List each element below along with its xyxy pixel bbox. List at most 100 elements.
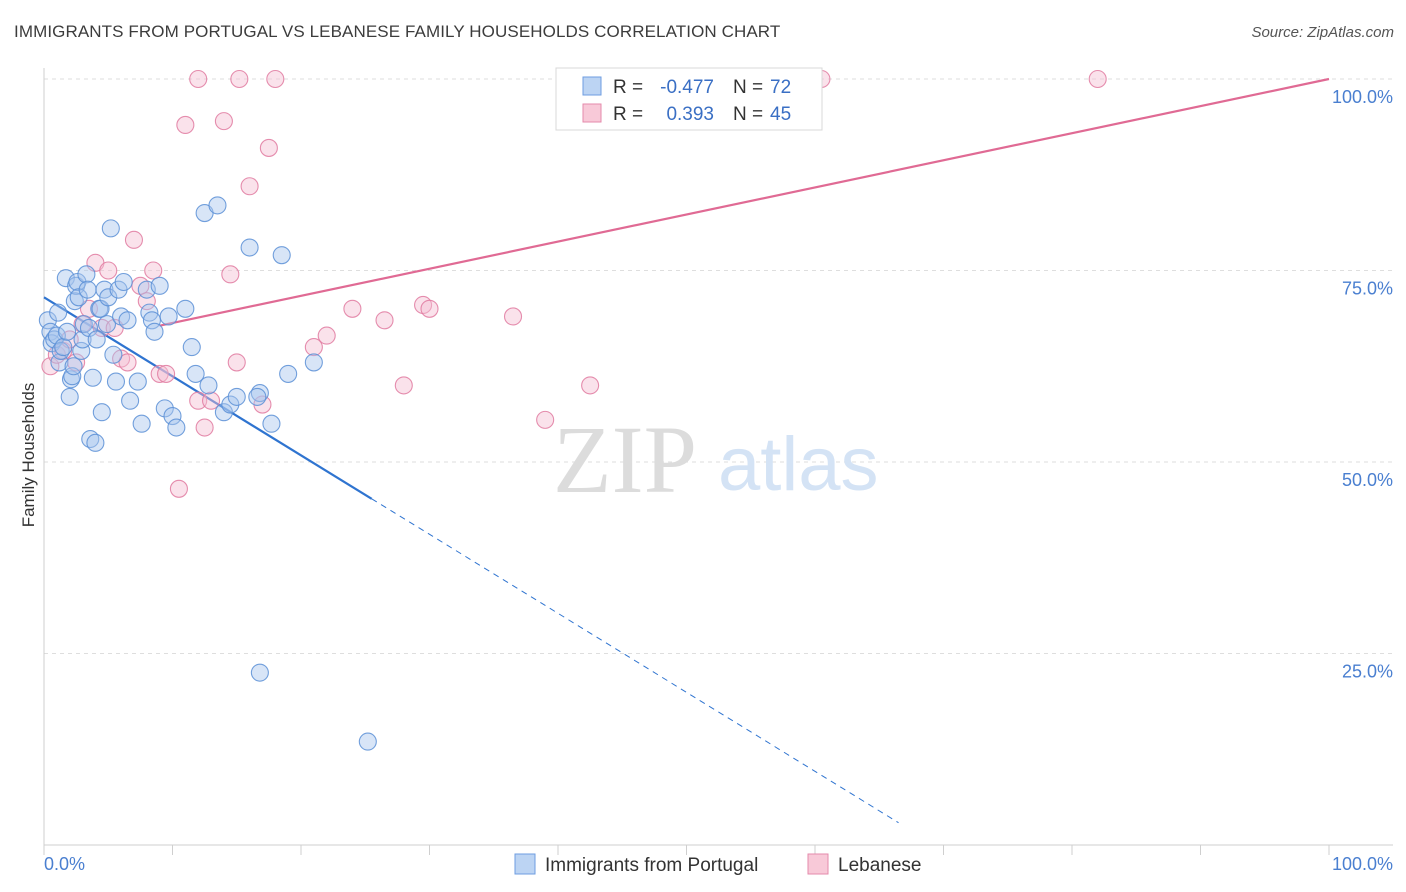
- point-portugal-10: [58, 322, 77, 341]
- point-portugal-63: [240, 238, 259, 257]
- point-portugal-55: [182, 338, 201, 357]
- point-lebanese-31: [266, 69, 285, 89]
- point-portugal-51: [159, 307, 178, 326]
- point-lebanese-29: [259, 138, 278, 157]
- legend-r-value-portugal: -0.477: [660, 77, 714, 98]
- point-lebanese-38: [420, 299, 439, 318]
- point-portugal-8: [54, 338, 73, 357]
- point-portugal-0: [38, 311, 57, 330]
- legend-n-value-lebanese: 45: [770, 104, 791, 125]
- point-lebanese-13: [124, 230, 143, 249]
- point-portugal-37: [106, 372, 126, 391]
- point-lebanese-24: [214, 112, 233, 131]
- point-portugal-36: [104, 345, 123, 364]
- point-portugal-48: [145, 322, 164, 341]
- point-lebanese-30: [189, 69, 208, 89]
- stats-legend: R = -0.477 N = 72 R = 0.393 N = 45: [555, 67, 823, 131]
- point-portugal-19: [72, 341, 91, 360]
- bottom-legend-swatch-lebanese: [807, 853, 829, 875]
- x-tick-label-max: 100.0%: [1332, 854, 1393, 874]
- point-portugal-53: [167, 418, 186, 437]
- point-portugal-42: [121, 391, 140, 410]
- point-portugal-50: [155, 399, 174, 418]
- point-portugal-60: [214, 403, 233, 422]
- point-portugal-5: [49, 303, 68, 322]
- source-credit: Source: ZipAtlas.com: [1251, 24, 1394, 41]
- point-lebanese-44: [230, 69, 249, 89]
- point-portugal-71: [358, 732, 377, 751]
- point-portugal-56: [186, 364, 205, 383]
- gridlines: [44, 78, 1393, 654]
- bottom-legend-swatch-portugal: [514, 853, 536, 875]
- point-portugal-69: [248, 387, 267, 406]
- point-portugal-22: [77, 265, 96, 284]
- point-lebanese-40: [536, 410, 555, 429]
- point-lebanese-36: [394, 376, 413, 395]
- bottom-legend-label-lebanese: Lebanese: [838, 855, 921, 876]
- y-tick-label-0: 25.0%: [1342, 662, 1393, 682]
- point-portugal-54: [176, 299, 195, 318]
- point-portugal-70: [250, 663, 269, 682]
- point-portugal-27: [86, 433, 105, 452]
- point-portugal-59: [208, 196, 227, 215]
- point-lebanese-25: [221, 265, 240, 284]
- point-portugal-41: [118, 311, 137, 330]
- point-lebanese-0: [41, 357, 60, 376]
- point-portugal-44: [132, 414, 151, 433]
- point-lebanese-9: [99, 261, 118, 280]
- point-portugal-61: [221, 395, 240, 414]
- point-portugal-67: [279, 364, 298, 383]
- point-portugal-65: [262, 414, 281, 433]
- point-lebanese-16: [144, 261, 163, 280]
- point-portugal-58: [199, 376, 218, 395]
- point-lebanese-19: [169, 479, 188, 498]
- point-portugal-11: [60, 387, 79, 406]
- point-portugal-23: [78, 280, 97, 299]
- point-lebanese-26: [227, 353, 246, 372]
- point-lebanese-22: [195, 418, 214, 437]
- point-portugal-66: [272, 246, 291, 265]
- point-portugal-49: [150, 276, 169, 295]
- bottom-legend-label-portugal: Immigrants from Portugal: [545, 855, 758, 876]
- point-portugal-33: [97, 315, 117, 334]
- point-portugal-28: [87, 330, 106, 349]
- legend-swatch-lebanese: [582, 103, 602, 123]
- trend-line-portugal-extrapolated: [371, 498, 899, 824]
- point-lebanese-39: [503, 307, 523, 326]
- legend-n-label-lebanese: N =: [733, 104, 763, 125]
- point-portugal-31: [92, 403, 111, 422]
- point-portugal-35: [101, 219, 120, 238]
- point-portugal-40: [114, 272, 133, 292]
- y-tick-label-1: 50.0%: [1342, 470, 1393, 490]
- trend-line-lebanese: [159, 77, 1330, 327]
- legend-swatch-portugal: [582, 76, 602, 96]
- point-lebanese-21: [189, 391, 208, 410]
- point-lebanese-18: [157, 364, 176, 383]
- y-tick-label-2: 75.0%: [1342, 279, 1393, 299]
- y-tick-labels: 25.0% 50.0% 75.0% 100.0%: [1332, 87, 1393, 682]
- x-tick-label-min: 0.0%: [44, 854, 85, 874]
- legend-r-label-lebanese: R =: [613, 104, 643, 125]
- point-portugal-4: [47, 326, 66, 345]
- point-lebanese-33: [317, 326, 336, 345]
- point-portugal-68: [304, 353, 323, 372]
- point-portugal-6: [50, 353, 69, 372]
- point-lebanese-43: [1088, 69, 1107, 89]
- data-points: [38, 69, 1107, 751]
- axes: [43, 68, 1393, 855]
- point-lebanese-34: [343, 299, 362, 318]
- watermark-zip: ZIP: [553, 406, 697, 513]
- legend-n-value-portugal: 72: [770, 77, 791, 98]
- point-lebanese-35: [375, 311, 394, 330]
- point-portugal-20: [73, 330, 92, 349]
- y-tick-label-3: 100.0%: [1332, 87, 1393, 107]
- bottom-legend: Immigrants from Portugal Lebanese: [514, 853, 921, 876]
- legend-n-label-portugal: N =: [733, 77, 763, 98]
- point-lebanese-20: [176, 115, 195, 135]
- point-lebanese-32: [304, 338, 323, 357]
- point-lebanese-17: [150, 364, 169, 383]
- point-portugal-62: [227, 387, 246, 406]
- chart-title: IMMIGRANTS FROM PORTUGAL VS LEBANESE FAM…: [14, 22, 781, 41]
- point-portugal-47: [142, 311, 161, 330]
